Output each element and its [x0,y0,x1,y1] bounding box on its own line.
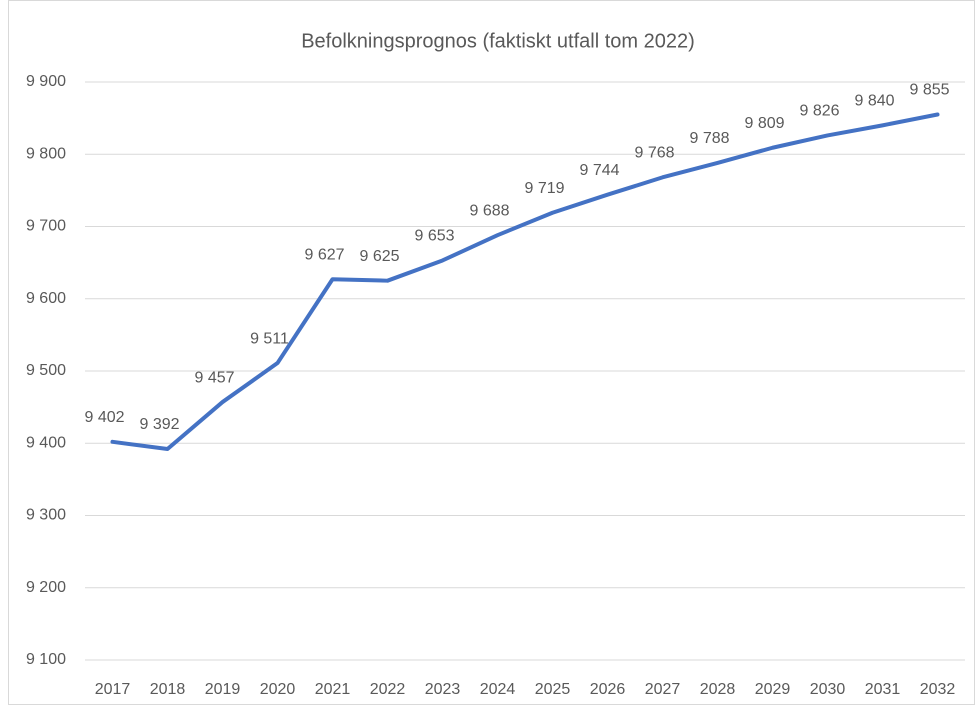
y-tick-label: 9 900 [26,73,66,90]
y-tick-label: 9 100 [26,651,66,668]
chart-title: Befolkningsprognos (faktiskt utfall tom … [301,30,695,52]
line [110,112,940,452]
data-label: 9 402 [84,409,124,426]
data-label: 9 511 [250,330,289,347]
y-tick-label: 9 800 [26,145,66,162]
x-tick-label: 2025 [535,681,571,698]
x-tick-label: 2024 [480,681,516,698]
data-label: 9 768 [634,145,674,162]
data-label: 9 392 [139,416,179,433]
x-tick-label: 2023 [425,681,461,698]
y-tick-label: 9 700 [26,218,66,235]
data-label: 9 719 [524,180,564,197]
data-label: 9 688 [469,202,509,219]
x-tick-label: 2026 [590,681,626,698]
x-tick-label: 2031 [865,681,901,698]
data-label: 9 744 [579,162,619,179]
y-tick-label: 9 600 [26,290,66,307]
x-tick-label: 2022 [370,681,406,698]
x-tick-label: 2027 [645,681,681,698]
x-tick-label: 2021 [315,681,351,698]
x-tick-label: 2020 [260,681,296,698]
x-tick-label: 2029 [755,681,791,698]
y-tick-label: 9 500 [26,362,66,379]
y-tick-label: 9 400 [26,434,66,451]
x-tick-label: 2030 [810,681,846,698]
data-label: 9 826 [799,103,839,120]
data-label: 9 840 [854,93,894,110]
data-label: 9 457 [194,369,234,386]
y-tick-label: 9 200 [26,579,66,596]
data-label: 9 855 [909,82,949,99]
data-label: 9 627 [304,246,344,263]
y-tick-label: 9 300 [26,507,66,524]
x-tick-label: 2017 [95,681,131,698]
x-tick-label: 2028 [700,681,736,698]
x-tick-label: 2019 [205,681,241,698]
x-tick-label: 2032 [920,681,956,698]
data-label: 9 788 [689,130,729,147]
chart-border [8,0,975,705]
data-label: 9 653 [414,228,454,245]
x-tick-label: 2018 [150,681,186,698]
data-label: 9 625 [359,248,399,265]
data-label: 9 809 [744,115,784,132]
